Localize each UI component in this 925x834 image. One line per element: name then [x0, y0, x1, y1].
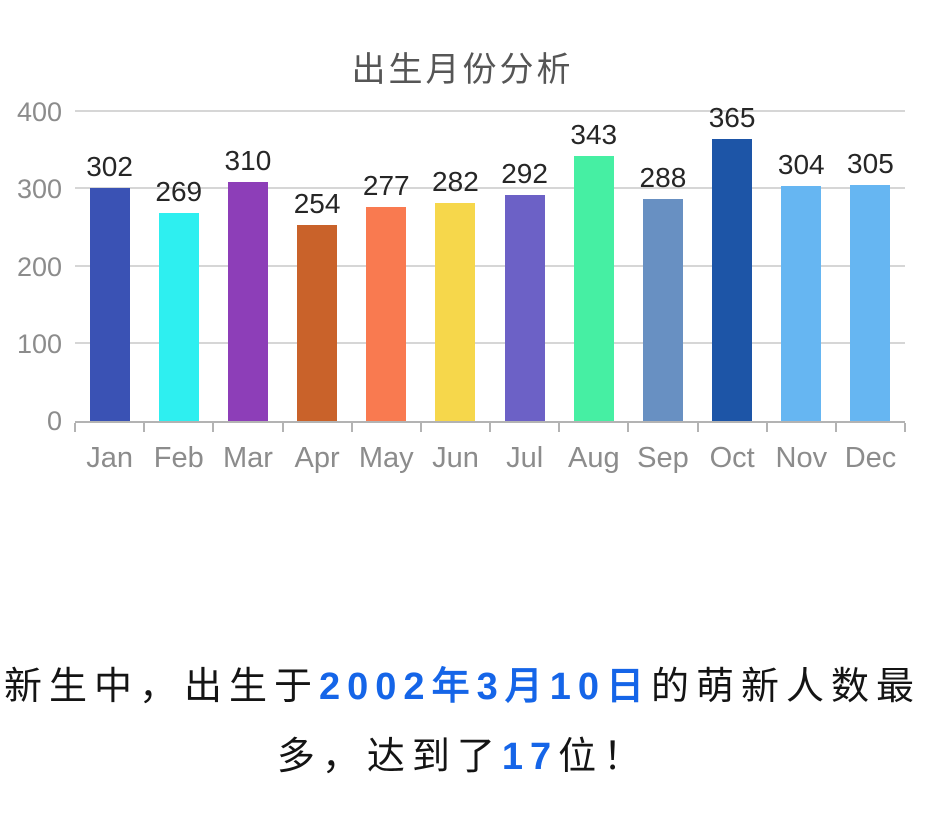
x-axis-tick	[419, 423, 422, 432]
bar-value-sep: 288	[639, 161, 687, 193]
caption-text: 多，达到了	[276, 736, 502, 778]
gridline-400	[75, 110, 905, 112]
caption-highlight: 2002年3月10日	[319, 666, 651, 708]
x-tick-label-jan: Jan	[86, 442, 133, 474]
caption: 新生中，出生于2002年3月10日的萌新人数最 多，达到了17位！	[0, 652, 925, 792]
bar-value-dec: 305	[847, 148, 894, 180]
x-axis-tick	[74, 423, 76, 432]
bar-value-feb: 269	[155, 176, 203, 208]
x-axis-tick	[834, 423, 837, 432]
caption-text: 位！	[558, 736, 649, 778]
bar-value-jan: 302	[86, 150, 133, 182]
x-tick-label-apr: Apr	[294, 442, 340, 474]
y-tick-label-100: 100	[16, 328, 62, 359]
bar-apr	[297, 224, 338, 421]
x-tick-label-dec: Dec	[844, 442, 897, 474]
bar-value-apr: 254	[293, 187, 341, 219]
bar-jan	[89, 187, 130, 421]
bar-mar	[227, 181, 268, 421]
caption-text: 新生中，出生于	[4, 666, 320, 708]
bar-jul	[504, 195, 545, 421]
x-axis-tick	[489, 423, 491, 432]
x-tick-label-oct: Oct	[709, 442, 755, 474]
plot-area: 302 269 310 254 277 282 292 343 288 365 304 305	[75, 102, 905, 423]
bar-dec	[850, 185, 891, 421]
bar-jun	[435, 203, 476, 421]
bar-sep	[642, 198, 683, 421]
bar-may	[366, 207, 407, 421]
bar-value-may: 277	[362, 170, 410, 202]
x-axis-tick	[558, 423, 561, 432]
bar-nov	[781, 186, 822, 421]
bar-aug	[573, 156, 614, 421]
bar-value-aug: 343	[570, 119, 618, 151]
bar-value-oct: 365	[708, 102, 756, 134]
bar-value-jun: 282	[432, 166, 479, 198]
x-tick-label-feb: Feb	[153, 442, 204, 474]
x-tick-label-nov: Nov	[775, 442, 828, 474]
gridline-200	[75, 264, 905, 267]
bar-value-mar: 310	[224, 144, 272, 176]
y-tick-label-300: 300	[16, 174, 62, 205]
caption-line: 新生中，出生于2002年3月10日的萌新人数最	[0, 652, 925, 722]
caption-text: 的萌新人数最	[650, 666, 921, 708]
gridline-300	[75, 187, 905, 190]
x-axis-tick	[627, 423, 630, 432]
x-axis-tick	[696, 423, 699, 432]
caption-highlight: 17	[501, 736, 559, 778]
x-axis-tick	[281, 423, 284, 432]
y-axis-labels: 0 100 200 300 400	[0, 97, 62, 436]
x-axis-tick	[904, 423, 906, 432]
chart-title: 出生月份分析	[351, 51, 574, 89]
bar-feb	[158, 213, 199, 421]
x-tick-label-sep: Sep	[637, 442, 689, 474]
bar-value-jul: 292	[501, 158, 548, 190]
gridline-100	[75, 341, 905, 344]
caption-line: 多，达到了17位！	[0, 722, 925, 792]
y-tick-label-0: 0	[46, 406, 62, 436]
x-axis-tick	[350, 423, 353, 432]
x-tick-label-may: May	[358, 442, 414, 474]
bar-oct	[712, 139, 753, 421]
bar-value-nov: 304	[777, 149, 825, 181]
x-tick-label-mar: Mar	[222, 442, 273, 474]
y-tick-label-200: 200	[16, 251, 62, 282]
x-tick-label-jul: Jul	[506, 442, 544, 474]
x-axis-tick	[212, 423, 215, 432]
y-tick-label-400: 400	[16, 97, 62, 127]
x-axis-tick	[765, 423, 768, 432]
x-axis-labels: Jan Feb Mar Apr May Jun Jul Aug Sep Oct Nov Dec	[75, 442, 905, 475]
x-tick-label-aug: Aug	[567, 442, 620, 474]
x-tick-label-jun: Jun	[432, 442, 479, 474]
x-axis-tick	[143, 423, 146, 432]
